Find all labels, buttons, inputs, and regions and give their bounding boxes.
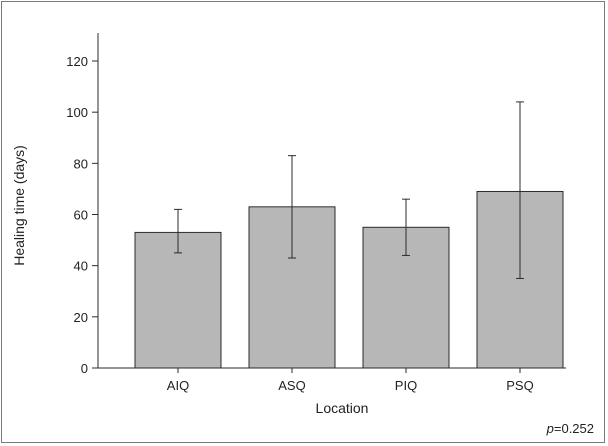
x-axis-title: Location [316,400,369,416]
p-value-prefix: p [546,421,554,436]
x-tick-label-aiq: AIQ [167,378,189,393]
y-tick-label-100: 100 [66,105,88,120]
y-tick-label-60: 60 [74,208,88,223]
x-tick-label-asq: ASQ [278,378,305,393]
y-axis-title: Healing time (days) [11,145,27,266]
bars-layer [134,190,564,369]
p-value-annotation: p=0.252 [546,421,594,436]
x-tick-label-psq: PSQ [506,378,533,393]
p-value-text: =0.252 [554,421,594,436]
axes-layer: AIQ ASQ PIQ PSQ 0 20 40 60 80 100 120 [66,33,566,393]
y-tick-label-20: 20 [74,310,88,325]
y-tick-label-40: 40 [74,259,88,274]
y-tick-label-120: 120 [66,54,88,69]
y-tick-label-0: 0 [81,361,88,376]
error-bars-layer [174,101,524,279]
y-tick-label-80: 80 [74,156,88,171]
bar-aiq [134,231,222,369]
x-tick-label-piq: PIQ [395,378,417,393]
